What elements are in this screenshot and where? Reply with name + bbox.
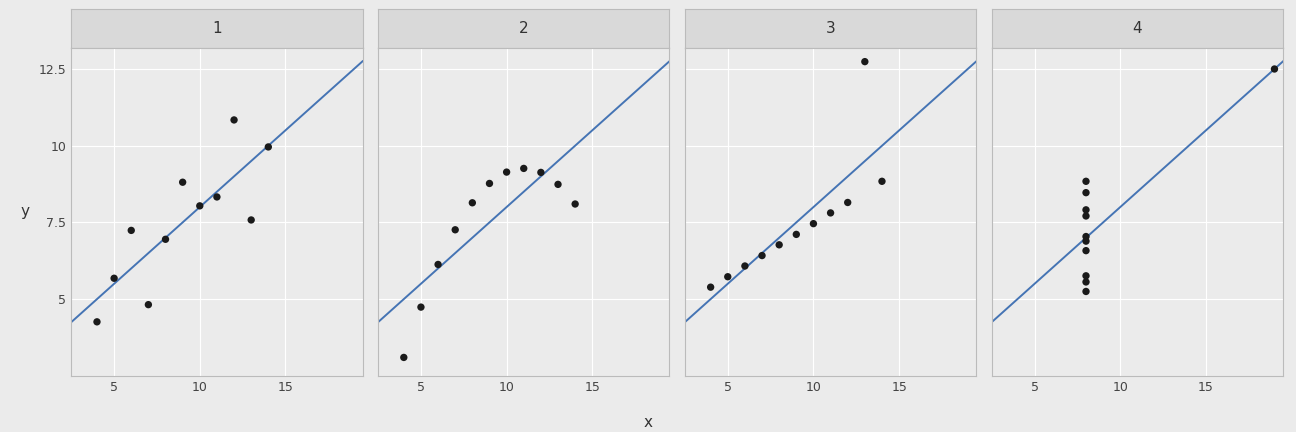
Point (513, 165, 534, 172)
Point (496, 168, 517, 175)
Point (1076, 233, 1096, 240)
Point (700, 284, 721, 291)
Point (1076, 279, 1096, 286)
Point (752, 252, 772, 259)
Point (87, 318, 108, 325)
Point (548, 181, 569, 188)
Point (224, 117, 245, 124)
Point (854, 58, 875, 65)
Point (121, 227, 141, 234)
Point (530, 169, 551, 176)
Point (565, 200, 586, 207)
Text: 2: 2 (518, 21, 529, 35)
Point (1076, 288, 1096, 295)
Point (735, 263, 756, 270)
Point (241, 216, 262, 223)
Point (480, 180, 500, 187)
Point (1076, 206, 1096, 213)
Point (461, 199, 482, 206)
Text: 4: 4 (1133, 21, 1142, 35)
Point (837, 199, 858, 206)
Point (769, 241, 789, 248)
Point (258, 143, 279, 150)
Point (804, 220, 824, 227)
Point (718, 273, 739, 280)
Point (785, 231, 806, 238)
Point (172, 179, 193, 186)
Point (411, 304, 432, 311)
Point (189, 203, 210, 210)
Point (1076, 272, 1096, 279)
Point (428, 261, 448, 268)
Point (1076, 238, 1096, 245)
Point (1264, 66, 1284, 73)
Point (1076, 178, 1096, 185)
Point (1076, 247, 1096, 254)
Text: 3: 3 (826, 21, 836, 35)
Point (394, 354, 415, 361)
Point (1076, 213, 1096, 219)
Point (1076, 189, 1096, 196)
Point (206, 194, 227, 200)
Point (445, 226, 465, 233)
Point (137, 301, 158, 308)
Point (156, 236, 176, 243)
Point (104, 275, 124, 282)
Text: x: x (644, 415, 652, 430)
Point (872, 178, 893, 185)
Point (820, 210, 841, 216)
Text: 1: 1 (213, 21, 222, 35)
Y-axis label: y: y (21, 204, 30, 219)
